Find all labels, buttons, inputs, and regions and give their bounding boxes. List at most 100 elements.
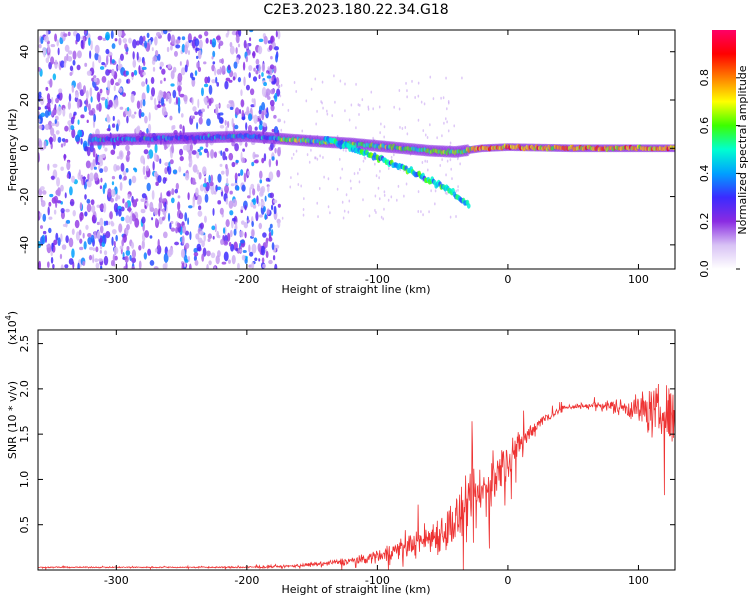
heatmap-noise-cell bbox=[63, 140, 66, 147]
heatmap-noise-cell bbox=[281, 103, 284, 107]
heatmap-noise-cell bbox=[153, 207, 159, 216]
heatmap-noise-cell bbox=[97, 35, 103, 41]
heatmap-noise-cell bbox=[228, 200, 234, 209]
heatmap-noise-cell bbox=[257, 243, 262, 252]
heatmap-noise-cell bbox=[115, 165, 120, 171]
heatmap-noise-cell bbox=[104, 98, 108, 109]
heatmap-noise-cell bbox=[411, 79, 413, 83]
heatmap-noise-cell bbox=[154, 143, 158, 154]
heatmap-noise-cell bbox=[107, 221, 111, 226]
heatmap-noise-cell bbox=[64, 125, 69, 132]
heatmap-noise-cell bbox=[113, 103, 116, 107]
heatmap-noise-cell bbox=[86, 70, 92, 76]
heatmap-noise-cell bbox=[248, 30, 254, 33]
heatmap-noise-cell bbox=[170, 70, 175, 80]
heatmap-noise-cell bbox=[113, 202, 119, 213]
heatmap-noise-cell bbox=[60, 207, 65, 214]
heatmap-noise-cell bbox=[383, 193, 386, 197]
heatmap-noise-cell bbox=[166, 191, 171, 197]
heatmap-noise-cell bbox=[244, 141, 248, 148]
heatmap-noise-cell bbox=[142, 165, 146, 176]
heatmap-noise-cell bbox=[157, 175, 162, 183]
heatmap-noise-cell bbox=[146, 32, 150, 39]
heatmap-noise-cell bbox=[175, 44, 181, 49]
heatmap-noise-cell bbox=[197, 205, 202, 211]
heatmap-noise-cell bbox=[225, 167, 229, 177]
heatmap-noise-cell bbox=[213, 151, 218, 158]
heatmap-noise-cell bbox=[263, 82, 267, 87]
heatmap-noise-cell bbox=[196, 169, 200, 175]
heatmap-noise-cell bbox=[453, 124, 456, 128]
heatmap-noise-cell bbox=[204, 177, 207, 184]
heatmap-noise-cell bbox=[144, 230, 150, 238]
heatmap-noise-cell bbox=[88, 254, 93, 261]
heatmap-noise-cell bbox=[76, 64, 81, 71]
heatmap-noise-cell bbox=[215, 104, 220, 108]
heatmap-noise-cell bbox=[164, 111, 168, 116]
heatmap-noise-cell bbox=[338, 157, 341, 161]
heatmap-noise-cell bbox=[224, 80, 229, 90]
heatmap-noise-cell bbox=[271, 76, 275, 82]
heatmap-noise-cell bbox=[214, 223, 217, 233]
heatmap-noise-cell bbox=[69, 186, 73, 196]
heatmap-noise-cell bbox=[89, 87, 93, 97]
heatmap-noise-cell bbox=[86, 119, 89, 124]
heatmap-noise-cell bbox=[204, 76, 209, 84]
heatmap-noise-cell bbox=[57, 237, 61, 247]
heatmap-frame bbox=[37, 29, 676, 270]
heatmap-noise-cell bbox=[203, 83, 209, 88]
heatmap-noise-cell bbox=[170, 227, 176, 232]
heatmap-noise-cell bbox=[372, 136, 374, 140]
heatmap-noise-cell bbox=[344, 109, 346, 113]
heatmap-noise-cell bbox=[175, 39, 181, 44]
heatmap-noise-cell bbox=[341, 200, 344, 204]
heatmap-noise-cell bbox=[266, 75, 272, 79]
heatmap-noise-cell bbox=[220, 150, 223, 156]
heatmap-noise-cell bbox=[198, 172, 202, 180]
heatmap-noise-cell bbox=[457, 185, 459, 189]
heatmap-y-tick-label: 0 bbox=[18, 145, 31, 152]
heatmap-noise-cell bbox=[393, 105, 395, 109]
heatmap-noise-cell bbox=[374, 162, 376, 166]
svg-text:(x104): (x104) bbox=[4, 311, 19, 345]
heatmap-noise-cell bbox=[273, 65, 277, 74]
heatmap-noise-cell bbox=[40, 36, 44, 45]
heatmap-noise-cell bbox=[443, 121, 445, 125]
heatmap-noise-cell bbox=[240, 99, 245, 108]
heatmap-noise-cell bbox=[113, 163, 118, 172]
heatmap-noise-cell bbox=[39, 212, 42, 218]
heatmap-noise-cell bbox=[103, 220, 107, 227]
heatmap-noise-cell bbox=[347, 210, 350, 214]
heatmap-noise-cell bbox=[270, 142, 274, 150]
heatmap-noise-cell bbox=[254, 126, 258, 131]
heatmap-noise-cell bbox=[306, 153, 309, 157]
heatmap-noise-cell bbox=[110, 78, 115, 86]
heatmap-noise-cell bbox=[50, 175, 55, 180]
heatmap-noise-cell bbox=[417, 190, 420, 194]
heatmap-noise-cell bbox=[179, 124, 183, 130]
heatmap-noise-cell bbox=[353, 172, 356, 176]
heatmap-x-tick-label: -300 bbox=[104, 273, 129, 286]
heatmap-noise-cell bbox=[93, 75, 97, 79]
heatmap-noise-cell bbox=[50, 122, 56, 127]
heatmap-noise-cell bbox=[169, 222, 172, 230]
heatmap-noise-cell bbox=[446, 120, 448, 124]
heatmap-noise-cell bbox=[117, 78, 122, 84]
heatmap-noise-cell bbox=[77, 119, 80, 125]
heatmap-noise-cell bbox=[111, 260, 114, 267]
heatmap-noise-cell bbox=[398, 107, 401, 111]
heatmap-noise-cell bbox=[426, 160, 429, 164]
heatmap-noise-cell bbox=[115, 197, 118, 202]
heatmap-noise-cell bbox=[45, 86, 49, 91]
heatmap-noise-cell bbox=[341, 167, 344, 171]
heatmap-noise-cell bbox=[94, 52, 99, 61]
heatmap-noise-cell bbox=[125, 51, 129, 55]
heatmap-noise-cell bbox=[430, 189, 432, 193]
heatmap-noise-cell bbox=[370, 90, 373, 94]
heatmap-noise-cell bbox=[67, 56, 73, 62]
heatmap-noise-cell bbox=[378, 176, 380, 180]
heatmap-noise-cell bbox=[316, 201, 319, 205]
heatmap-noise-cell bbox=[170, 197, 175, 204]
heatmap-noise-cell bbox=[261, 72, 264, 77]
heatmap-noise-cell bbox=[240, 89, 243, 97]
